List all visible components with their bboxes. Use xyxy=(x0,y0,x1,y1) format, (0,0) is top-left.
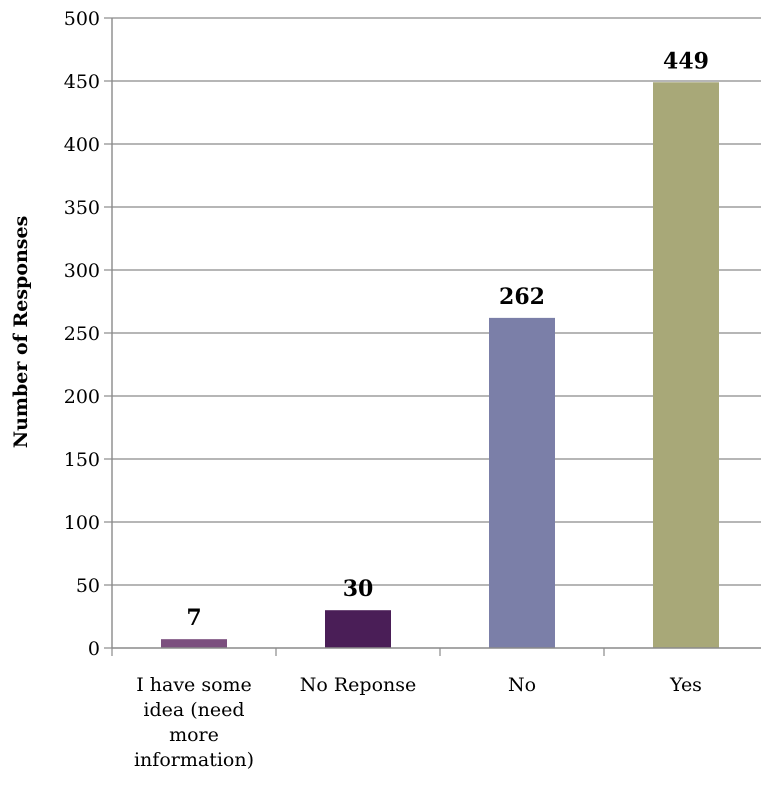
y-tick-label: 50 xyxy=(76,575,100,597)
data-label: 262 xyxy=(499,284,545,310)
x-category-label: Yes xyxy=(669,674,702,696)
data-label: 7 xyxy=(186,605,201,631)
data-labels: 7 30 262 449 xyxy=(186,48,709,631)
y-tick-label: 0 xyxy=(88,638,100,660)
y-tick-label: 450 xyxy=(64,71,100,93)
y-tick-label: 500 xyxy=(64,8,100,30)
bar xyxy=(489,317,555,648)
x-category-labels: I have some idea (need more information) No … xyxy=(134,674,702,771)
x-category-label: I have some idea (need more information) xyxy=(134,674,254,771)
bar xyxy=(653,82,719,648)
y-tick-labels: 0 50 100 150 200 250 300 350 400 450 500 xyxy=(64,8,100,660)
bar xyxy=(325,610,391,648)
y-tick-label: 350 xyxy=(64,197,100,219)
y-axis-title: Number of Responses xyxy=(10,216,32,449)
y-tick-label: 250 xyxy=(64,323,100,345)
x-category-label: No Reponse xyxy=(300,674,417,696)
x-category-label: No xyxy=(508,674,536,696)
bars xyxy=(161,82,719,648)
data-label: 30 xyxy=(343,576,374,602)
data-label: 449 xyxy=(663,48,709,74)
y-tick-label: 200 xyxy=(64,386,100,408)
y-tick-label: 300 xyxy=(64,260,100,282)
y-tick-label: 150 xyxy=(64,449,100,471)
bar xyxy=(161,639,227,648)
axes xyxy=(111,18,761,656)
y-tick-label: 100 xyxy=(64,512,100,534)
y-tick-label: 400 xyxy=(64,134,100,156)
